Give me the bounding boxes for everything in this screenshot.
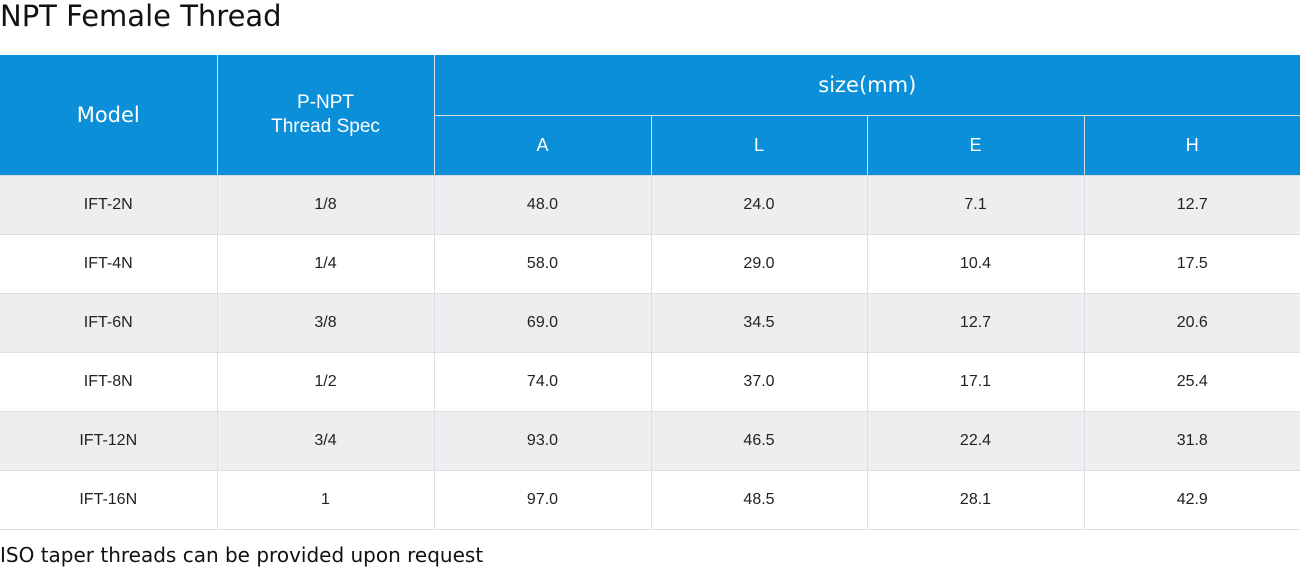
cell-a: 97.0 bbox=[433, 470, 652, 530]
header-l: L bbox=[650, 115, 868, 176]
cell-thread-spec: 1/8 bbox=[216, 175, 435, 235]
cell-l: 46.5 bbox=[650, 411, 868, 471]
cell-thread-spec: 3/4 bbox=[216, 411, 435, 471]
cell-e: 12.7 bbox=[866, 293, 1085, 353]
cell-l: 34.5 bbox=[650, 293, 868, 353]
table-row: IFT-6N 3/8 69.0 34.5 12.7 20.6 bbox=[0, 293, 1300, 353]
cell-h: 42.9 bbox=[1083, 470, 1300, 530]
header-model: Model bbox=[0, 55, 218, 176]
cell-model: IFT-4N bbox=[0, 234, 218, 294]
cell-a: 48.0 bbox=[433, 175, 652, 235]
page-title: NPT Female Thread bbox=[0, 0, 282, 33]
header-thread-spec: P-NPT Thread Spec bbox=[216, 55, 435, 176]
cell-l: 24.0 bbox=[650, 175, 868, 235]
cell-thread-spec: 1 bbox=[216, 470, 435, 530]
table-row: IFT-8N 1/2 74.0 37.0 17.1 25.4 bbox=[0, 352, 1300, 412]
cell-a: 58.0 bbox=[433, 234, 652, 294]
cell-model: IFT-16N bbox=[0, 470, 218, 530]
cell-h: 25.4 bbox=[1083, 352, 1300, 412]
header-e: E bbox=[866, 115, 1085, 176]
cell-model: IFT-8N bbox=[0, 352, 218, 412]
cell-l: 48.5 bbox=[650, 470, 868, 530]
cell-a: 74.0 bbox=[433, 352, 652, 412]
cell-thread-spec: 1/2 bbox=[216, 352, 435, 412]
npt-spec-table: Model P-NPT Thread Spec size(mm) A L E H… bbox=[0, 55, 1300, 530]
cell-h: 31.8 bbox=[1083, 411, 1300, 471]
cell-l: 29.0 bbox=[650, 234, 868, 294]
cell-model: IFT-12N bbox=[0, 411, 218, 471]
cell-h: 12.7 bbox=[1083, 175, 1300, 235]
header-row-top: Model P-NPT Thread Spec size(mm) bbox=[0, 55, 1300, 176]
table-row: IFT-16N 1 97.0 48.5 28.1 42.9 bbox=[0, 470, 1300, 530]
cell-e: 7.1 bbox=[866, 175, 1085, 235]
table-row: IFT-4N 1/4 58.0 29.0 10.4 17.5 bbox=[0, 234, 1300, 294]
cell-model: IFT-2N bbox=[0, 175, 218, 235]
cell-e: 28.1 bbox=[866, 470, 1085, 530]
cell-model: IFT-6N bbox=[0, 293, 218, 353]
cell-h: 17.5 bbox=[1083, 234, 1300, 294]
cell-a: 93.0 bbox=[433, 411, 652, 471]
footnote: ISO taper threads can be provided upon r… bbox=[0, 543, 484, 567]
cell-h: 20.6 bbox=[1083, 293, 1300, 353]
cell-e: 10.4 bbox=[866, 234, 1085, 294]
table-row: IFT-2N 1/8 48.0 24.0 7.1 12.7 bbox=[0, 175, 1300, 235]
cell-e: 22.4 bbox=[866, 411, 1085, 471]
table-header: Model P-NPT Thread Spec size(mm) A L E H bbox=[0, 55, 1300, 176]
header-thread-spec-line2: Thread Spec bbox=[271, 116, 380, 137]
header-a: A bbox=[434, 115, 652, 176]
cell-thread-spec: 1/4 bbox=[216, 234, 435, 294]
header-size-group: size(mm) bbox=[433, 55, 1300, 116]
cell-e: 17.1 bbox=[866, 352, 1085, 412]
cell-thread-spec: 3/8 bbox=[216, 293, 435, 353]
cell-a: 69.0 bbox=[433, 293, 652, 353]
table-row: IFT-12N 3/4 93.0 46.5 22.4 31.8 bbox=[0, 411, 1300, 471]
cell-l: 37.0 bbox=[650, 352, 868, 412]
header-thread-spec-line1: P-NPT bbox=[297, 92, 354, 113]
header-h: H bbox=[1083, 115, 1300, 176]
table-body: IFT-2N 1/8 48.0 24.0 7.1 12.7 IFT-4N 1/4… bbox=[0, 175, 1300, 530]
